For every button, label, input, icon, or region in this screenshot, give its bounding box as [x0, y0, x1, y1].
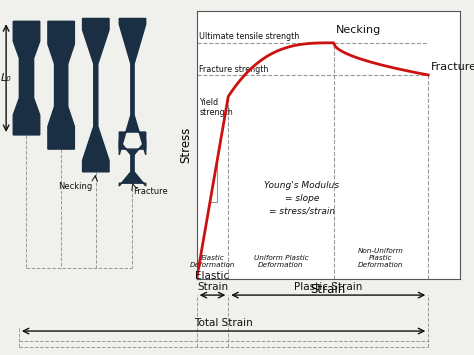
Text: Ultimate tensile strength: Ultimate tensile strength	[200, 32, 300, 41]
Y-axis label: Stress: Stress	[180, 126, 192, 163]
Text: Elastic
Deformation: Elastic Deformation	[190, 255, 235, 268]
Polygon shape	[119, 141, 146, 186]
X-axis label: Strain: Strain	[310, 283, 346, 296]
Text: Elastic
Strain: Elastic Strain	[195, 271, 229, 292]
Text: Fracture: Fracture	[431, 62, 474, 72]
Text: Yield
strength: Yield strength	[200, 98, 233, 117]
Polygon shape	[119, 18, 146, 155]
Text: Plastic Strain: Plastic Strain	[294, 282, 363, 292]
Polygon shape	[82, 18, 109, 172]
Text: Uniform Plastic
Deformation: Uniform Plastic Deformation	[254, 255, 308, 268]
Text: Necking: Necking	[336, 25, 382, 35]
Polygon shape	[13, 21, 40, 135]
Polygon shape	[48, 21, 74, 149]
Text: Non-Uniform
Plastic
Deformation: Non-Uniform Plastic Deformation	[358, 248, 404, 268]
Text: Necking: Necking	[58, 182, 93, 191]
Text: Fracture strength: Fracture strength	[200, 65, 269, 73]
Text: Total Strain: Total Strain	[194, 318, 253, 328]
Text: L₀: L₀	[1, 73, 12, 83]
Text: Young's Modulus
= slope
= stress/strain: Young's Modulus = slope = stress/strain	[264, 181, 339, 216]
Text: Fracture: Fracture	[134, 187, 168, 196]
